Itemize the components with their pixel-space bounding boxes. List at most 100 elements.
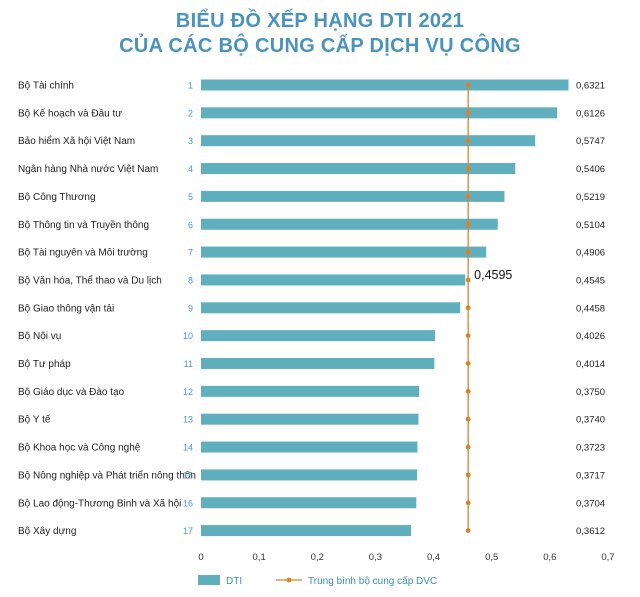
rank-label: 3 — [188, 136, 193, 146]
value-label: 0,6321 — [576, 81, 605, 92]
chart-title-line2: CỦA CÁC BỘ CUNG CẤP DỊCH VỤ CÔNG — [119, 35, 521, 57]
average-value-label: 0,4595 — [474, 268, 512, 282]
bar — [201, 274, 466, 286]
average-marker — [465, 249, 471, 255]
rank-label: 13 — [183, 415, 193, 425]
average-marker — [465, 221, 471, 227]
rank-label: 4 — [188, 164, 193, 174]
legend-swatch-average-marker — [286, 577, 292, 583]
bar — [201, 330, 436, 342]
x-tick-label: 0,3 — [369, 552, 382, 563]
x-tick-label: 0,2 — [311, 552, 324, 563]
rank-label: 7 — [188, 248, 193, 258]
rank-label: 8 — [188, 275, 193, 285]
x-tick-label: 0,7 — [601, 552, 614, 563]
value-label: 0,4458 — [576, 303, 605, 314]
bar — [201, 135, 536, 147]
bar — [201, 413, 419, 425]
rank-label: 1 — [188, 81, 193, 91]
rank-label: 2 — [188, 108, 193, 118]
bar — [201, 218, 498, 230]
category-label: Bộ Kế hoạch và Đầu tư — [18, 107, 122, 119]
value-label: 0,3612 — [576, 526, 605, 537]
chart-title-line1: BIỂU ĐỒ XẾP HẠNG DTI 2021 — [175, 10, 465, 32]
category-label: Bộ Tài chính — [18, 81, 74, 92]
category-label: Bộ Giáo dục và Đào tạo — [18, 387, 125, 398]
value-label: 0,4014 — [576, 359, 605, 370]
rank-label: 16 — [183, 498, 193, 508]
bar — [201, 358, 435, 369]
bar — [201, 246, 487, 258]
average-marker — [465, 277, 471, 283]
category-label: Bộ Giao thông vận tải — [18, 303, 114, 314]
rank-label: 11 — [184, 359, 193, 369]
average-marker — [465, 138, 471, 144]
x-tick-label: 0,1 — [253, 552, 266, 563]
category-label: Bộ Tư pháp — [18, 359, 71, 370]
average-marker — [465, 388, 471, 394]
rank-label: 9 — [188, 303, 193, 313]
value-label: 0,5406 — [576, 164, 605, 175]
value-label: 0,3704 — [576, 498, 605, 509]
average-marker — [465, 305, 471, 311]
rank-label: 15 — [183, 470, 193, 480]
average-marker — [465, 82, 471, 88]
value-label: 0,3740 — [576, 415, 605, 426]
bar — [201, 107, 558, 119]
bar — [201, 302, 461, 314]
average-marker — [465, 361, 471, 366]
average-marker — [465, 110, 471, 116]
rank-label: 17 — [183, 526, 193, 536]
category-label: Bộ Xây dựng — [18, 526, 76, 537]
rank-label: 14 — [183, 443, 193, 453]
category-label: Bộ Thông tin và Truyền thông — [18, 219, 149, 231]
category-label: Bộ Nông nghiệp và Phát triển nông thôn — [18, 469, 196, 481]
value-label: 0,3717 — [576, 470, 605, 481]
average-marker — [465, 194, 471, 199]
value-label: 0,3750 — [576, 387, 605, 398]
average-marker — [465, 333, 471, 339]
bar — [201, 441, 418, 453]
bar — [201, 525, 412, 537]
legend-label-average: Trung bình bộ cung cấp DVC — [308, 575, 437, 587]
x-tick-label: 0,4 — [427, 552, 440, 563]
bar — [201, 385, 420, 397]
legend: DTI Trung bình bộ cung cấp DVC — [198, 575, 437, 587]
rank-label: 6 — [188, 220, 193, 230]
average-marker — [465, 500, 471, 506]
rank-label: 10 — [183, 331, 193, 341]
category-label: Bộ Lao động-Thương Binh và Xã hội — [18, 498, 181, 509]
value-label: 0,4545 — [576, 275, 605, 286]
value-label: 0,3723 — [576, 443, 605, 454]
category-label: Bộ Văn hóa, Thể thao và Du lịch — [18, 274, 162, 286]
value-label: 0,4906 — [576, 248, 605, 259]
rank-label: 12 — [183, 387, 193, 397]
bar — [201, 79, 569, 91]
legend-swatch-dti — [198, 575, 220, 585]
bar — [201, 163, 516, 175]
average-marker — [465, 444, 471, 450]
category-label: Bộ Y tế — [18, 414, 51, 426]
value-label: 0,5747 — [576, 136, 605, 147]
legend-label-dti: DTI — [226, 576, 242, 587]
bar — [201, 469, 418, 481]
category-label: Ngân hàng Nhà nước Việt Nam — [18, 164, 158, 175]
x-tick-label: 0 — [198, 552, 203, 563]
value-label: 0,5104 — [576, 220, 605, 231]
average-marker — [465, 528, 471, 533]
category-label: Bộ Khoa học và Công nghệ — [18, 443, 141, 454]
bar — [201, 497, 417, 509]
value-label: 0,5219 — [576, 192, 605, 203]
average-marker — [465, 472, 471, 478]
value-label: 0,4026 — [576, 331, 605, 342]
rank-label: 5 — [188, 192, 193, 202]
x-tick-label: 0,6 — [543, 552, 556, 563]
category-label: Bảo hiểm Xã hội Việt Nam — [18, 135, 135, 147]
bar — [201, 190, 505, 202]
category-label: Bộ Nội vụ — [18, 331, 61, 342]
average-marker — [465, 166, 471, 171]
value-label: 0,6126 — [576, 108, 605, 119]
average-marker — [465, 416, 471, 422]
category-label: Bộ Tài nguyên và Môi trường — [18, 248, 148, 259]
